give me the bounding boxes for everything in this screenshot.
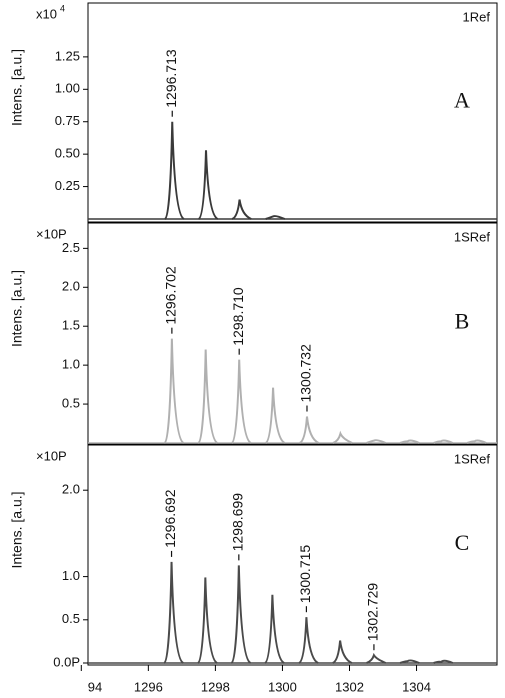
peak-label: 1300.715 bbox=[297, 545, 313, 604]
y-tick-label: 0.0P bbox=[53, 654, 80, 669]
peak bbox=[264, 594, 285, 664]
peak bbox=[163, 338, 185, 444]
y-tick-label: 1.0 bbox=[62, 568, 80, 583]
peak bbox=[231, 359, 252, 444]
y-tick-label: 0.75 bbox=[55, 113, 80, 128]
y-tick-label: 0.5 bbox=[62, 396, 80, 411]
y-tick-label: 2.0 bbox=[62, 482, 80, 497]
panel-letter: A bbox=[454, 88, 470, 113]
peak-label: 1296.692 bbox=[162, 489, 178, 548]
peak-label: 1296.702 bbox=[163, 266, 179, 325]
x-tick-label: 94 bbox=[88, 679, 102, 694]
peak bbox=[399, 439, 420, 444]
peak bbox=[366, 652, 387, 664]
panel-frame bbox=[87, 2, 498, 223]
peak-label: 1298.710 bbox=[230, 287, 246, 346]
multiplier-exponent: 4 bbox=[60, 3, 65, 13]
peak bbox=[433, 439, 454, 444]
peak bbox=[366, 439, 387, 444]
multiplier: ×10P bbox=[36, 448, 67, 463]
y-axis-label: Intens. [a.u.] bbox=[9, 270, 25, 347]
x-tick-label: 1296 bbox=[134, 679, 163, 694]
peak bbox=[197, 577, 218, 664]
y-tick-label: 1.00 bbox=[55, 81, 80, 96]
peak-label: 1298.699 bbox=[230, 493, 246, 552]
peak bbox=[332, 640, 353, 664]
peak-label: 1302.729 bbox=[365, 583, 381, 642]
peak bbox=[264, 387, 286, 444]
y-tick-label: 2.5 bbox=[62, 240, 80, 255]
y-tick-label: 2.0 bbox=[62, 279, 80, 294]
y-tick-label: 1.5 bbox=[62, 318, 80, 333]
y-tick-label: 1.25 bbox=[55, 48, 80, 63]
peak bbox=[299, 416, 320, 444]
panel-frame bbox=[87, 444, 498, 666]
x-tick-label: 1300 bbox=[268, 679, 297, 694]
peak bbox=[231, 199, 252, 220]
peak bbox=[163, 561, 184, 664]
peak bbox=[332, 430, 353, 444]
y-axis-label: Intens. [a.u.] bbox=[9, 49, 25, 126]
peak-label: 1296.713 bbox=[163, 49, 179, 108]
peak bbox=[265, 215, 286, 220]
panel-letter: B bbox=[455, 309, 470, 334]
panel-frame bbox=[87, 222, 498, 445]
peak bbox=[433, 659, 454, 664]
multiplier: x10 bbox=[36, 6, 57, 21]
peak bbox=[298, 617, 319, 664]
peak bbox=[197, 150, 219, 220]
y-axis-label: Intens. [a.u.] bbox=[9, 491, 25, 568]
peak bbox=[399, 659, 420, 664]
peak bbox=[230, 565, 252, 664]
x-tick-label: 1298 bbox=[201, 679, 230, 694]
peak bbox=[164, 121, 185, 220]
peak-label: 1300.732 bbox=[298, 344, 314, 403]
peak bbox=[197, 349, 219, 444]
panel-tag: 1Ref bbox=[463, 9, 491, 24]
x-tick-label: 1302 bbox=[335, 679, 364, 694]
peak bbox=[466, 439, 487, 444]
x-tick-label: 1304 bbox=[402, 679, 431, 694]
multiplier: ×10P bbox=[36, 226, 67, 241]
y-tick-label: 0.5 bbox=[62, 611, 80, 626]
panel-letter: C bbox=[455, 530, 470, 555]
y-tick-label: 0.25 bbox=[55, 178, 80, 193]
y-tick-label: 0.50 bbox=[55, 146, 80, 161]
panel-tag: 1SRef bbox=[454, 451, 491, 466]
panel-tag: 1SRef bbox=[454, 229, 491, 244]
y-tick-label: 1.0 bbox=[62, 357, 80, 372]
